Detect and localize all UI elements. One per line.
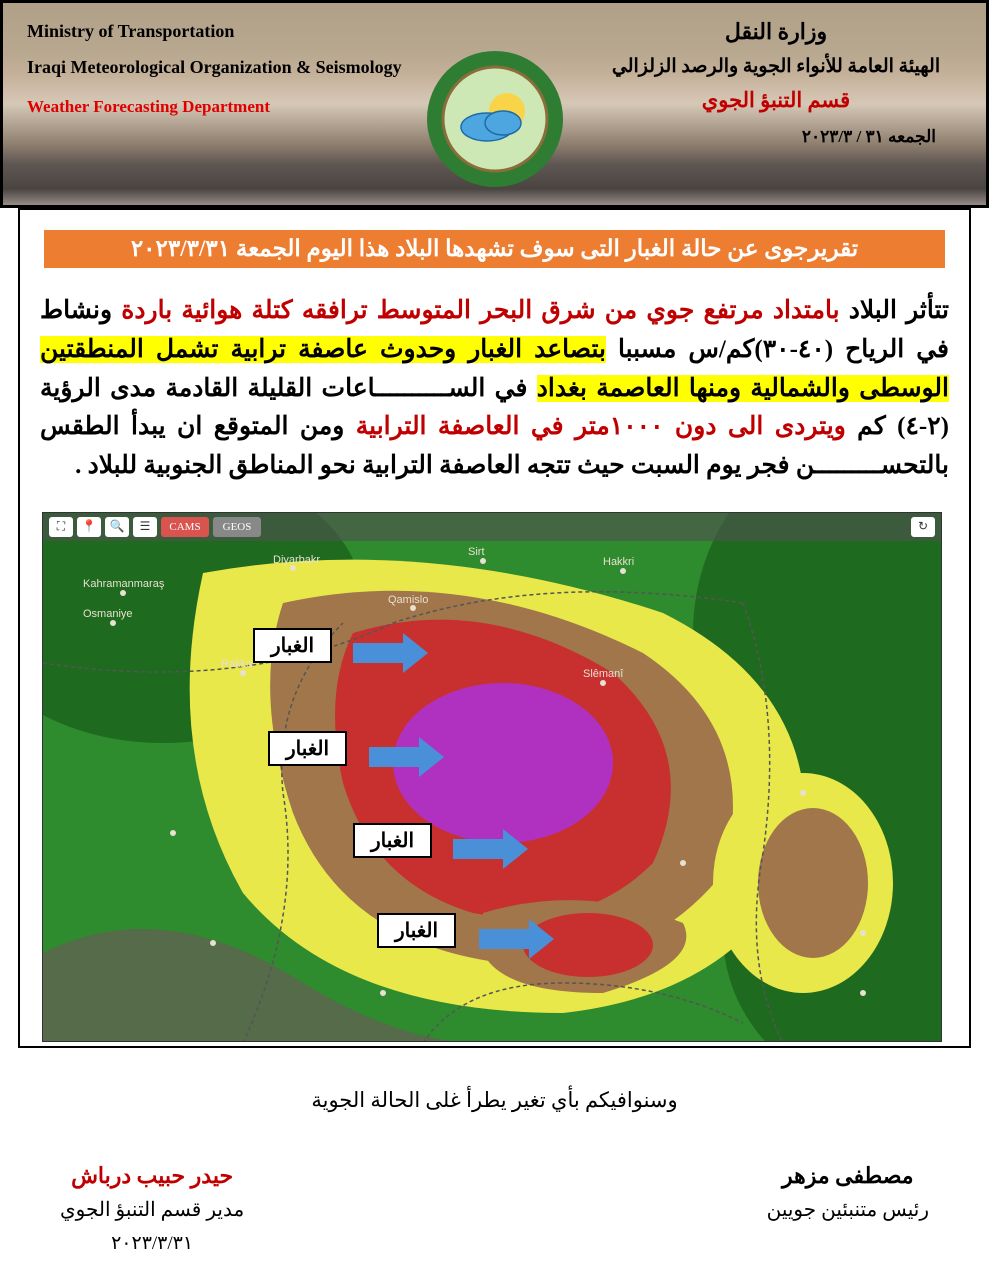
- signatures: مصطفى مزهر رئيس متنبئين جويين حيدر حبيب …: [0, 1113, 989, 1255]
- sig-left-name: حيدر حبيب درباش: [60, 1163, 244, 1189]
- map-cams-button[interactable]: CAMS: [161, 517, 209, 537]
- dust-label-1: الغبار: [253, 628, 332, 663]
- dust-label-2: الغبار: [268, 731, 347, 766]
- org-ar: الهيئة العامة للأنواء الجوية والرصد الزل…: [596, 55, 956, 78]
- dept-en: Weather Forecasting Department: [27, 97, 407, 117]
- forecast-paragraph: تتأثر البلاد بامتداد مرتفع جوي من شرق ال…: [20, 268, 969, 502]
- map-geos-button[interactable]: GEOS: [213, 517, 261, 537]
- svg-text:Diyarbakr: Diyarbakr: [273, 554, 320, 566]
- dust-label-3: الغبار: [353, 823, 432, 858]
- map-svg: Diyarbakr Sirt Hakkri Kahramanmaraş Osma…: [43, 513, 942, 1042]
- svg-text:Slêmanî: Slêmanî: [583, 668, 624, 680]
- map-expand-icon[interactable]: ⛶: [49, 517, 73, 537]
- para-seg6: ويتردى الى دون ١٠٠٠متر في العاصفة التراب…: [356, 413, 846, 440]
- svg-text:Sirt: Sirt: [468, 546, 485, 558]
- svg-text:Rakka: Rakka: [221, 658, 253, 670]
- ministry-en: Ministry of Transportation: [27, 21, 407, 42]
- svg-text:Hakkri: Hakkri: [603, 556, 634, 568]
- letterhead: Ministry of Transportation Iraqi Meteoro…: [0, 0, 989, 208]
- dept-ar: قسم التنبؤ الجوي: [596, 88, 956, 113]
- sig-right-name: مصطفى مزهر: [767, 1163, 929, 1189]
- org-en: Iraqi Meteorological Organization & Seis…: [27, 56, 407, 79]
- report-title-bar: تقريرجوى عن حالة الغبار التى سوف تشهدها …: [44, 230, 945, 268]
- sig-left-date: ٢٠٢٣/٣/٣١: [60, 1232, 244, 1255]
- para-seg1: تتأثر البلاد: [840, 297, 949, 324]
- svg-text:Osmaniye: Osmaniye: [83, 608, 133, 620]
- footer-note: وسنوافيكم بأي تغير يطرأ غلى الحالة الجوي…: [0, 1088, 989, 1113]
- map-refresh-icon[interactable]: ↻: [911, 517, 935, 537]
- content-box: تقريرجوى عن حالة الغبار التى سوف تشهدها …: [18, 208, 971, 1048]
- map-pin-icon[interactable]: 📍: [77, 517, 101, 537]
- ministry-ar: وزارة النقل: [596, 19, 956, 45]
- svg-text:Qamislo: Qamislo: [388, 594, 428, 606]
- map-search-icon[interactable]: 🔍: [105, 517, 129, 537]
- header-right-ar: وزارة النقل الهيئة العامة للأنواء الجوية…: [596, 19, 956, 147]
- sig-left-role: مدير قسم التنبؤ الجوي: [60, 1197, 244, 1222]
- map-toolbar: ⛶ 📍 🔍 ☰ CAMS GEOS ↻: [43, 513, 941, 541]
- signature-right: مصطفى مزهر رئيس متنبئين جويين: [767, 1163, 929, 1255]
- dust-map: ⛶ 📍 🔍 ☰ CAMS GEOS ↻: [42, 512, 942, 1042]
- date-ar: الجمعه ٣١ / ٢٠٢٣/٣: [596, 127, 956, 147]
- para-seg2: بامتداد مرتفع جوي من شرق البحر المتوسط ت…: [121, 297, 839, 324]
- sig-right-role: رئيس متنبئين جويين: [767, 1197, 929, 1222]
- signature-left: حيدر حبيب درباش مدير قسم التنبؤ الجوي ٢٠…: [60, 1163, 244, 1255]
- header-left-en: Ministry of Transportation Iraqi Meteoro…: [27, 21, 407, 117]
- dust-label-4: الغبار: [377, 913, 456, 948]
- org-logo: [425, 49, 565, 189]
- map-layers-icon[interactable]: ☰: [133, 517, 157, 537]
- svg-text:Kahramanmaraş: Kahramanmaraş: [83, 578, 165, 590]
